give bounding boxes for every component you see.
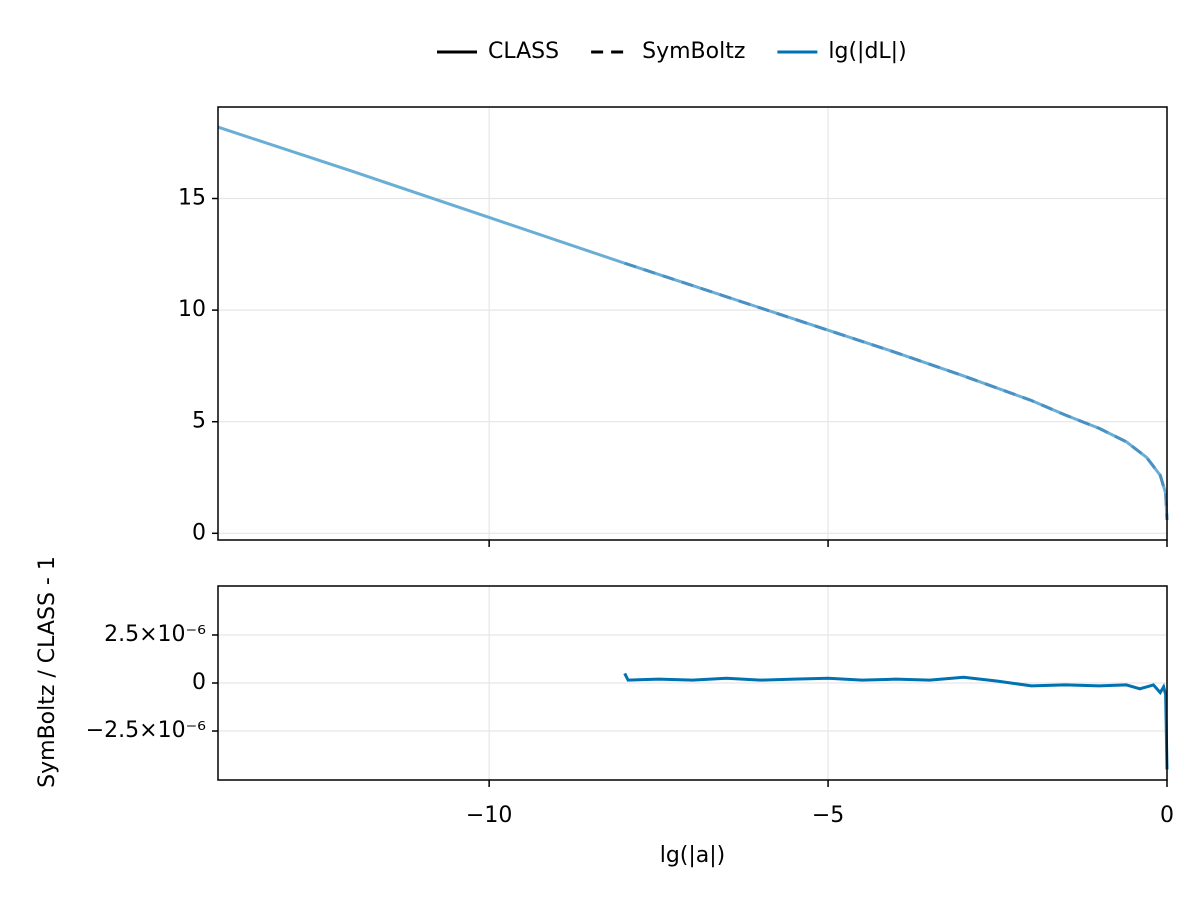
x-axis-label: lg(|a|) bbox=[660, 843, 726, 868]
x-tick-label: −10 bbox=[466, 803, 512, 828]
x-tick-label: 0 bbox=[1160, 803, 1174, 828]
y-tick-label: 2.5×10⁻⁶ bbox=[104, 622, 206, 647]
plot-frame bbox=[217, 585, 1168, 781]
y-tick-label: 0 bbox=[192, 670, 206, 695]
y-tick-label: 15 bbox=[178, 186, 206, 211]
y-tick-label: 10 bbox=[178, 297, 206, 322]
series-line bbox=[624, 261, 1169, 520]
y-tick-label: −2.5×10⁻⁶ bbox=[86, 718, 206, 743]
y-tick-label: 5 bbox=[192, 409, 206, 434]
legend-label: lg(|dL|) bbox=[828, 39, 906, 64]
plot-frame bbox=[217, 106, 1168, 541]
series-line bbox=[623, 672, 1169, 770]
y-tick-label: 0 bbox=[192, 520, 206, 545]
legend-label: SymBoltz bbox=[642, 39, 745, 64]
x-tick-label: −5 bbox=[812, 803, 844, 828]
y-axis-label: SymBoltz / CLASS - 1 bbox=[35, 556, 60, 788]
legend-label: CLASS bbox=[488, 39, 559, 64]
